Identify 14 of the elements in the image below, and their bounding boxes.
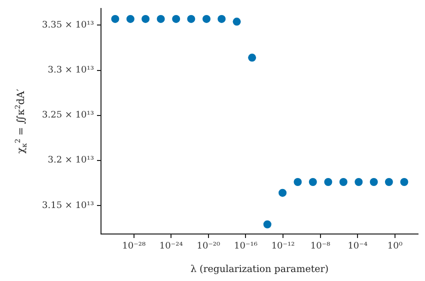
- x-tick-label: 10⁻⁴: [348, 242, 368, 252]
- y-tick-label: 3.15 × 10¹³: [42, 200, 94, 211]
- x-tick-label: 10⁻¹⁶: [234, 242, 258, 252]
- y-tick-label: 3.3 × 10¹³: [48, 66, 94, 76]
- x-tick-label: 10⁻²⁰: [196, 242, 221, 252]
- x-tick-label: 10⁻²⁴: [159, 242, 184, 252]
- y-tick-label: 3.25 × 10¹³: [42, 110, 94, 121]
- x-tick-label: 10⁰: [387, 242, 403, 252]
- y-tick-label: 3.35 × 10¹³: [42, 20, 94, 31]
- x-tick-label: 10⁻²⁸: [122, 242, 146, 252]
- x-tick-label: 10⁻⁸: [310, 242, 331, 252]
- y-tick-label: 3.2 × 10¹³: [48, 156, 94, 166]
- x-axis-title: λ (regularization parameter): [190, 264, 329, 275]
- x-tick-label: 10⁻¹²: [271, 242, 296, 252]
